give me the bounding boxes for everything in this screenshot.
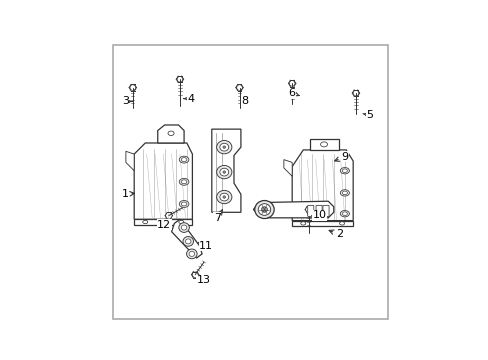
Ellipse shape <box>220 168 228 176</box>
FancyBboxPatch shape <box>322 205 328 216</box>
FancyBboxPatch shape <box>315 205 322 216</box>
Ellipse shape <box>220 143 228 151</box>
Ellipse shape <box>300 222 305 225</box>
Text: 11: 11 <box>198 240 213 251</box>
Ellipse shape <box>289 81 294 86</box>
Text: 8: 8 <box>241 96 248 107</box>
Ellipse shape <box>261 207 267 212</box>
Text: 3: 3 <box>122 96 132 107</box>
Polygon shape <box>292 150 352 221</box>
Ellipse shape <box>186 249 197 259</box>
Polygon shape <box>134 143 192 219</box>
Text: 4: 4 <box>183 94 194 104</box>
Ellipse shape <box>258 204 270 215</box>
Polygon shape <box>253 201 333 218</box>
Ellipse shape <box>166 213 171 219</box>
Ellipse shape <box>340 211 349 217</box>
Polygon shape <box>292 221 352 226</box>
Text: 1: 1 <box>122 189 134 199</box>
Text: 5: 5 <box>362 110 372 120</box>
Ellipse shape <box>254 201 274 219</box>
Ellipse shape <box>320 142 327 147</box>
Ellipse shape <box>181 180 186 184</box>
Ellipse shape <box>168 131 174 135</box>
Ellipse shape <box>142 220 147 224</box>
Ellipse shape <box>179 220 183 224</box>
Text: 9: 9 <box>334 152 348 162</box>
Ellipse shape <box>223 171 225 174</box>
Ellipse shape <box>179 156 188 163</box>
Ellipse shape <box>216 166 231 179</box>
Polygon shape <box>125 151 134 171</box>
FancyBboxPatch shape <box>307 205 313 216</box>
Ellipse shape <box>352 90 358 96</box>
Ellipse shape <box>340 190 349 196</box>
Polygon shape <box>158 125 183 143</box>
Ellipse shape <box>179 178 188 185</box>
Ellipse shape <box>223 146 225 148</box>
Polygon shape <box>309 139 339 150</box>
Text: 12: 12 <box>157 220 171 230</box>
Ellipse shape <box>223 196 225 198</box>
Ellipse shape <box>216 190 231 204</box>
Ellipse shape <box>339 222 344 225</box>
Ellipse shape <box>177 76 183 82</box>
Ellipse shape <box>183 237 193 246</box>
Ellipse shape <box>185 239 191 244</box>
Ellipse shape <box>181 202 186 206</box>
Ellipse shape <box>179 201 188 207</box>
Ellipse shape <box>216 140 231 154</box>
Ellipse shape <box>342 169 346 172</box>
Text: 2: 2 <box>328 229 342 239</box>
Text: 7: 7 <box>213 210 222 223</box>
Ellipse shape <box>130 85 135 90</box>
Polygon shape <box>171 219 202 258</box>
Ellipse shape <box>179 223 189 233</box>
Polygon shape <box>284 159 292 176</box>
Ellipse shape <box>181 158 186 162</box>
Ellipse shape <box>340 167 349 174</box>
Ellipse shape <box>236 85 242 90</box>
Text: 10: 10 <box>311 210 326 220</box>
Ellipse shape <box>342 191 346 195</box>
Ellipse shape <box>342 212 346 216</box>
Polygon shape <box>134 219 192 225</box>
Ellipse shape <box>305 207 311 212</box>
Ellipse shape <box>220 193 228 201</box>
Polygon shape <box>211 129 241 212</box>
Text: 13: 13 <box>196 275 210 285</box>
Text: 6: 6 <box>288 88 299 98</box>
Ellipse shape <box>181 225 186 230</box>
Ellipse shape <box>189 251 194 256</box>
Ellipse shape <box>192 272 198 278</box>
